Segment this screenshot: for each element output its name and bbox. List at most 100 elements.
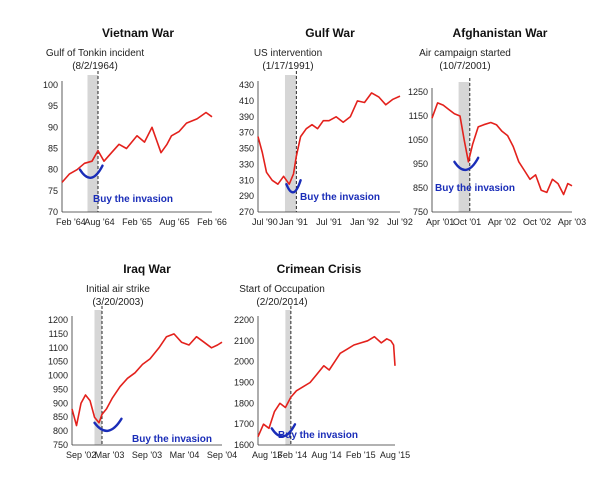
buy-annotation: Buy the invasion <box>300 192 380 203</box>
x-tick-label: Aug '15 <box>380 450 410 460</box>
x-tick-label: Aug '13 <box>252 450 282 460</box>
y-tick-label: 1050 <box>408 135 428 145</box>
y-tick-label: 100 <box>43 80 58 90</box>
y-tick-label: 2000 <box>234 357 254 367</box>
y-tick-label: 1050 <box>48 357 68 367</box>
y-tick-label: 1900 <box>234 378 254 388</box>
buy-arc <box>78 164 104 179</box>
x-tick-label: Jul '92 <box>387 217 413 227</box>
event-shade <box>284 75 297 212</box>
chart-panel-5: Crimean Crisis Start of Occupation (2/20/2… <box>234 262 410 460</box>
x-tick-label: Jul '90 <box>252 217 278 227</box>
y-tick-label: 350 <box>239 144 254 154</box>
chart-panel-3: Afghanistan War Air campaign started (10/7… <box>408 26 586 227</box>
x-tick-label: Jul '91 <box>316 217 342 227</box>
y-tick-label: 2100 <box>234 336 254 346</box>
event-label: Air campaign started <box>419 48 511 59</box>
x-tick-label: Sep '02 <box>66 450 96 460</box>
series-line <box>61 111 213 183</box>
buy-annotation: Buy the invasion <box>435 183 515 194</box>
series-line <box>71 333 223 427</box>
chart-title: Crimean Crisis <box>277 262 362 276</box>
series-line <box>257 92 401 185</box>
event-date-label: (1/17/1991) <box>262 61 313 72</box>
y-tick-label: 1150 <box>409 111 428 121</box>
y-tick-label: 390 <box>239 112 254 122</box>
y-tick-label: 1600 <box>234 440 254 450</box>
y-tick-label: 75 <box>48 186 58 196</box>
y-tick-label: 750 <box>53 440 68 450</box>
event-label: US intervention <box>254 48 322 59</box>
event-label: Start of Occupation <box>239 284 325 295</box>
x-tick-label: Aug '65 <box>159 217 189 227</box>
buy-annotation: Buy the invasion <box>132 434 212 445</box>
buy-annotation: Buy the invasion <box>93 194 173 205</box>
x-tick-label: Apr '02 <box>488 217 516 227</box>
x-tick-label: Feb '65 <box>122 217 152 227</box>
y-tick-label: 95 <box>48 101 58 111</box>
y-tick-label: 1000 <box>48 371 68 381</box>
x-tick-label: Aug '64 <box>84 217 114 227</box>
event-shade <box>458 82 470 212</box>
event-date-label: (10/7/2001) <box>439 61 490 72</box>
y-tick-label: 70 <box>48 207 58 217</box>
y-tick-label: 900 <box>53 398 68 408</box>
x-tick-label: Oct '01 <box>453 217 481 227</box>
y-tick-label: 850 <box>53 412 68 422</box>
buy-annotation: Buy the invasion <box>278 430 358 441</box>
x-tick-label: Mar '04 <box>170 450 200 460</box>
y-tick-label: 1150 <box>49 329 68 339</box>
y-tick-label: 290 <box>239 191 254 201</box>
event-date-label: (2/20/2014) <box>256 297 307 308</box>
x-tick-label: Sep '03 <box>132 450 162 460</box>
y-tick-label: 800 <box>53 426 68 436</box>
y-tick-label: 850 <box>413 183 428 193</box>
buy-arc <box>270 423 297 438</box>
y-tick-label: 1250 <box>408 87 428 97</box>
chart-panel-2: Gulf War US intervention (1/17/1991) 430 410… <box>239 26 413 227</box>
chart-title: Afghanistan War <box>453 26 548 40</box>
chart-title: Gulf War <box>305 26 355 40</box>
y-tick-label: 1100 <box>49 343 68 353</box>
buy-arc <box>93 417 123 432</box>
x-tick-label: Jan '91 <box>279 217 308 227</box>
y-tick-label: 80 <box>48 165 58 175</box>
series-line <box>257 335 396 438</box>
event-shade <box>87 75 98 212</box>
y-tick-label: 950 <box>413 159 428 169</box>
x-tick-label: Mar '03 <box>95 450 125 460</box>
y-tick-label: 1700 <box>234 419 254 429</box>
x-tick-label: Oct '02 <box>523 217 551 227</box>
chart-panel-4: Iraq War Initial air strike (3/20/2003) 120… <box>48 262 237 460</box>
event-date-label: (8/2/1964) <box>72 61 118 72</box>
x-tick-label: Apr '03 <box>558 217 586 227</box>
y-tick-label: 330 <box>239 159 254 169</box>
x-tick-label: Apr '01 <box>426 217 454 227</box>
x-tick-label: Feb '64 <box>56 217 86 227</box>
chart-title: Iraq War <box>123 262 171 276</box>
x-tick-label: Feb '15 <box>346 450 376 460</box>
buy-arc <box>285 179 302 194</box>
y-tick-label: 1800 <box>234 398 254 408</box>
x-tick-label: Jan '92 <box>350 217 379 227</box>
event-label: Initial air strike <box>86 284 150 295</box>
chart-panel-1: Vietnam War Gulf of Tonkin incident (8/2/1… <box>43 26 227 227</box>
y-tick-label: 370 <box>239 128 254 138</box>
y-tick-label: 750 <box>413 207 428 217</box>
x-tick-label: Feb '14 <box>277 450 307 460</box>
event-shade <box>94 310 102 445</box>
x-tick-label: Sep '04 <box>207 450 237 460</box>
y-tick-label: 410 <box>239 96 254 106</box>
event-date-label: (3/20/2003) <box>92 297 143 308</box>
buy-arc <box>453 156 480 172</box>
y-tick-label: 950 <box>53 384 68 394</box>
y-tick-label: 85 <box>48 144 58 154</box>
y-tick-label: 430 <box>239 80 254 90</box>
chart-title: Vietnam War <box>102 26 174 40</box>
event-shade <box>285 310 291 445</box>
x-tick-label: Feb '66 <box>197 217 227 227</box>
x-tick-label: Aug '14 <box>311 450 341 460</box>
y-tick-label: 310 <box>239 175 254 185</box>
event-label: Gulf of Tonkin incident <box>46 48 144 59</box>
